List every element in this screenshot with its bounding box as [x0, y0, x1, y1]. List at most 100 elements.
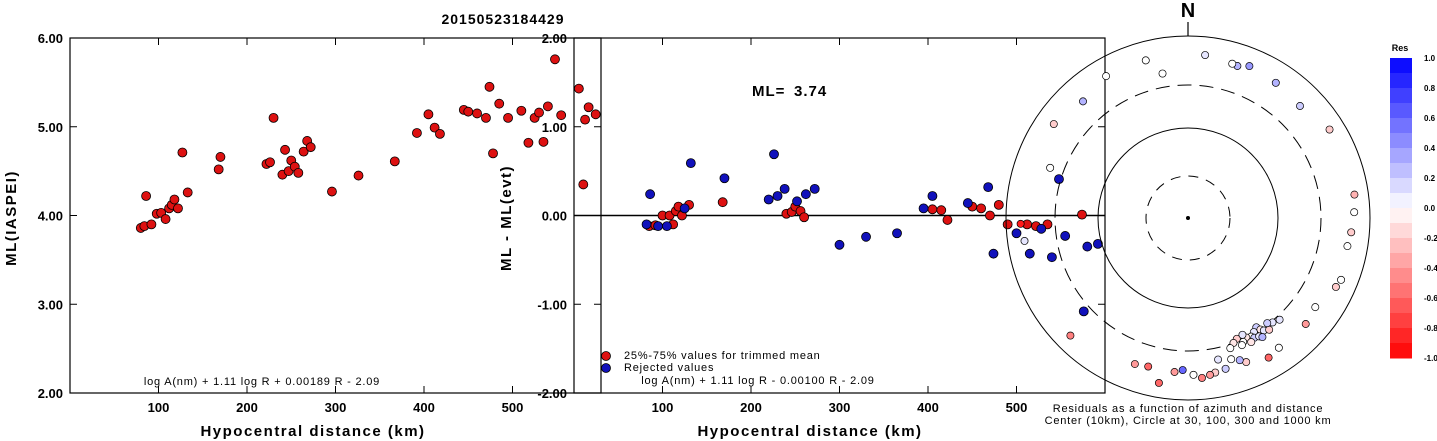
data-point	[679, 203, 690, 214]
north-label: N	[1181, 0, 1195, 22]
data-point	[543, 101, 553, 112]
colorbar-swatch	[1390, 283, 1412, 299]
data-point	[573, 83, 584, 94]
x-tick-label: 300	[829, 400, 851, 415]
data-point	[719, 173, 730, 184]
data-point	[976, 203, 986, 214]
data-point	[327, 186, 337, 197]
legend-label-trimmed: 25%-75% values for trimmed mean	[624, 350, 821, 362]
data-point	[578, 179, 589, 190]
data-point	[834, 239, 845, 250]
colorbar-title: Res	[1392, 43, 1409, 53]
data-points	[135, 54, 601, 233]
colorbar-label: -0.4	[1424, 264, 1437, 273]
station-marker	[1020, 237, 1029, 245]
data-point	[641, 219, 652, 230]
data-point	[516, 105, 527, 116]
station-marker	[1154, 378, 1163, 387]
data-point	[494, 98, 505, 109]
x-tick-label: 500	[1006, 400, 1028, 415]
station-marker	[1311, 303, 1320, 312]
data-point	[280, 144, 290, 155]
colorbar-label: 0.0	[1424, 204, 1436, 213]
data-point	[141, 191, 152, 201]
station-marker	[1264, 353, 1273, 362]
station-marker	[1275, 315, 1284, 324]
station-marker	[1337, 275, 1346, 284]
station-marker	[1178, 366, 1187, 374]
data-point	[538, 136, 549, 147]
data-point	[556, 110, 567, 121]
station-marker	[1214, 355, 1223, 364]
data-point	[1082, 241, 1093, 252]
colorbar-swatch	[1390, 223, 1412, 239]
data-point	[173, 203, 183, 214]
station-marker	[1206, 370, 1214, 379]
y-tick-label: -2.00	[537, 386, 567, 401]
data-point	[1047, 252, 1057, 263]
legend-marker-rejected	[601, 363, 611, 373]
y-axis-label: ML(IASPEI)	[3, 170, 20, 266]
colorbar-label: 0.4	[1424, 144, 1436, 153]
data-point	[298, 146, 309, 157]
legend-marker-trimmed	[601, 351, 611, 361]
data-point	[1036, 223, 1047, 234]
y-tick-label: 2.00	[38, 386, 63, 401]
data-point	[488, 148, 498, 159]
data-point	[1002, 219, 1013, 230]
station-marker	[1049, 120, 1058, 128]
data-point	[985, 210, 995, 221]
residual-distance-panel: -2.00 -1.00 0.00 1.00 2.00 100 200 300 400 500 M…	[498, 31, 1106, 440]
x-tick-label: 400	[917, 400, 939, 415]
caption-line-1: Residuals as a function of azimuth and d…	[1053, 403, 1324, 415]
y-tick-labels: -2.00 -1.00 0.00 1.00 2.00	[537, 31, 1105, 401]
data-point	[472, 108, 483, 119]
station-marker	[1079, 97, 1087, 106]
data-point	[1054, 174, 1064, 185]
station-marker	[1271, 78, 1280, 87]
colorbar-label: -0.8	[1424, 324, 1437, 333]
data-point	[484, 81, 495, 92]
station-marker	[1235, 356, 1244, 365]
colorbar-labels: 1.0 0.8 0.6 0.4 0.2 0.0 -0.2 -0.4 -0.6 -0.8 -1.0	[1424, 54, 1437, 363]
colorbar-swatch	[1390, 268, 1412, 284]
x-axis-label: Hypocentral distance (km)	[697, 423, 922, 440]
station-marker	[1158, 69, 1167, 78]
y-tick-label: 3.00	[38, 297, 63, 312]
formula-label: log A(nm) + 1.11 log R - 0.00100 R - 2.0…	[641, 375, 874, 387]
data-point	[1093, 238, 1103, 249]
station-marker	[1247, 338, 1256, 347]
station-marker	[1242, 358, 1251, 367]
data-point	[927, 204, 938, 215]
station-marker	[1350, 208, 1359, 217]
ring-1000km	[1005, 35, 1371, 401]
data-point	[942, 215, 953, 225]
data-point	[993, 199, 1004, 210]
azimuth-panel: N Residuals as a function of azimuth and…	[1005, 0, 1371, 427]
y-tick-label: 6.00	[38, 31, 63, 46]
data-point	[293, 167, 304, 178]
colorbar-swatch	[1390, 133, 1412, 149]
y-tick-label: 4.00	[38, 209, 63, 224]
station-marker	[1221, 364, 1230, 373]
data-point	[983, 182, 994, 193]
data-point	[809, 183, 820, 194]
colorbar-swatch	[1390, 313, 1412, 329]
station-marker	[1274, 343, 1283, 352]
y-tick-label: 0.00	[542, 209, 567, 224]
data-point	[988, 248, 999, 259]
data-point	[177, 147, 188, 158]
station-marker	[1331, 283, 1340, 291]
x-tick-label: 200	[740, 400, 762, 415]
colorbar-swatch	[1390, 163, 1412, 179]
data-point	[799, 212, 809, 223]
colorbar-swatch	[1390, 88, 1412, 104]
data-point	[927, 191, 938, 201]
colorbar-swatch	[1390, 208, 1412, 224]
data-point	[763, 194, 774, 205]
data-point	[1060, 231, 1071, 241]
x-tick-labels: 100 200 300 400 500	[652, 38, 1028, 415]
station-marker	[1347, 228, 1356, 237]
colorbar-swatch	[1390, 253, 1412, 269]
data-point	[892, 228, 902, 239]
